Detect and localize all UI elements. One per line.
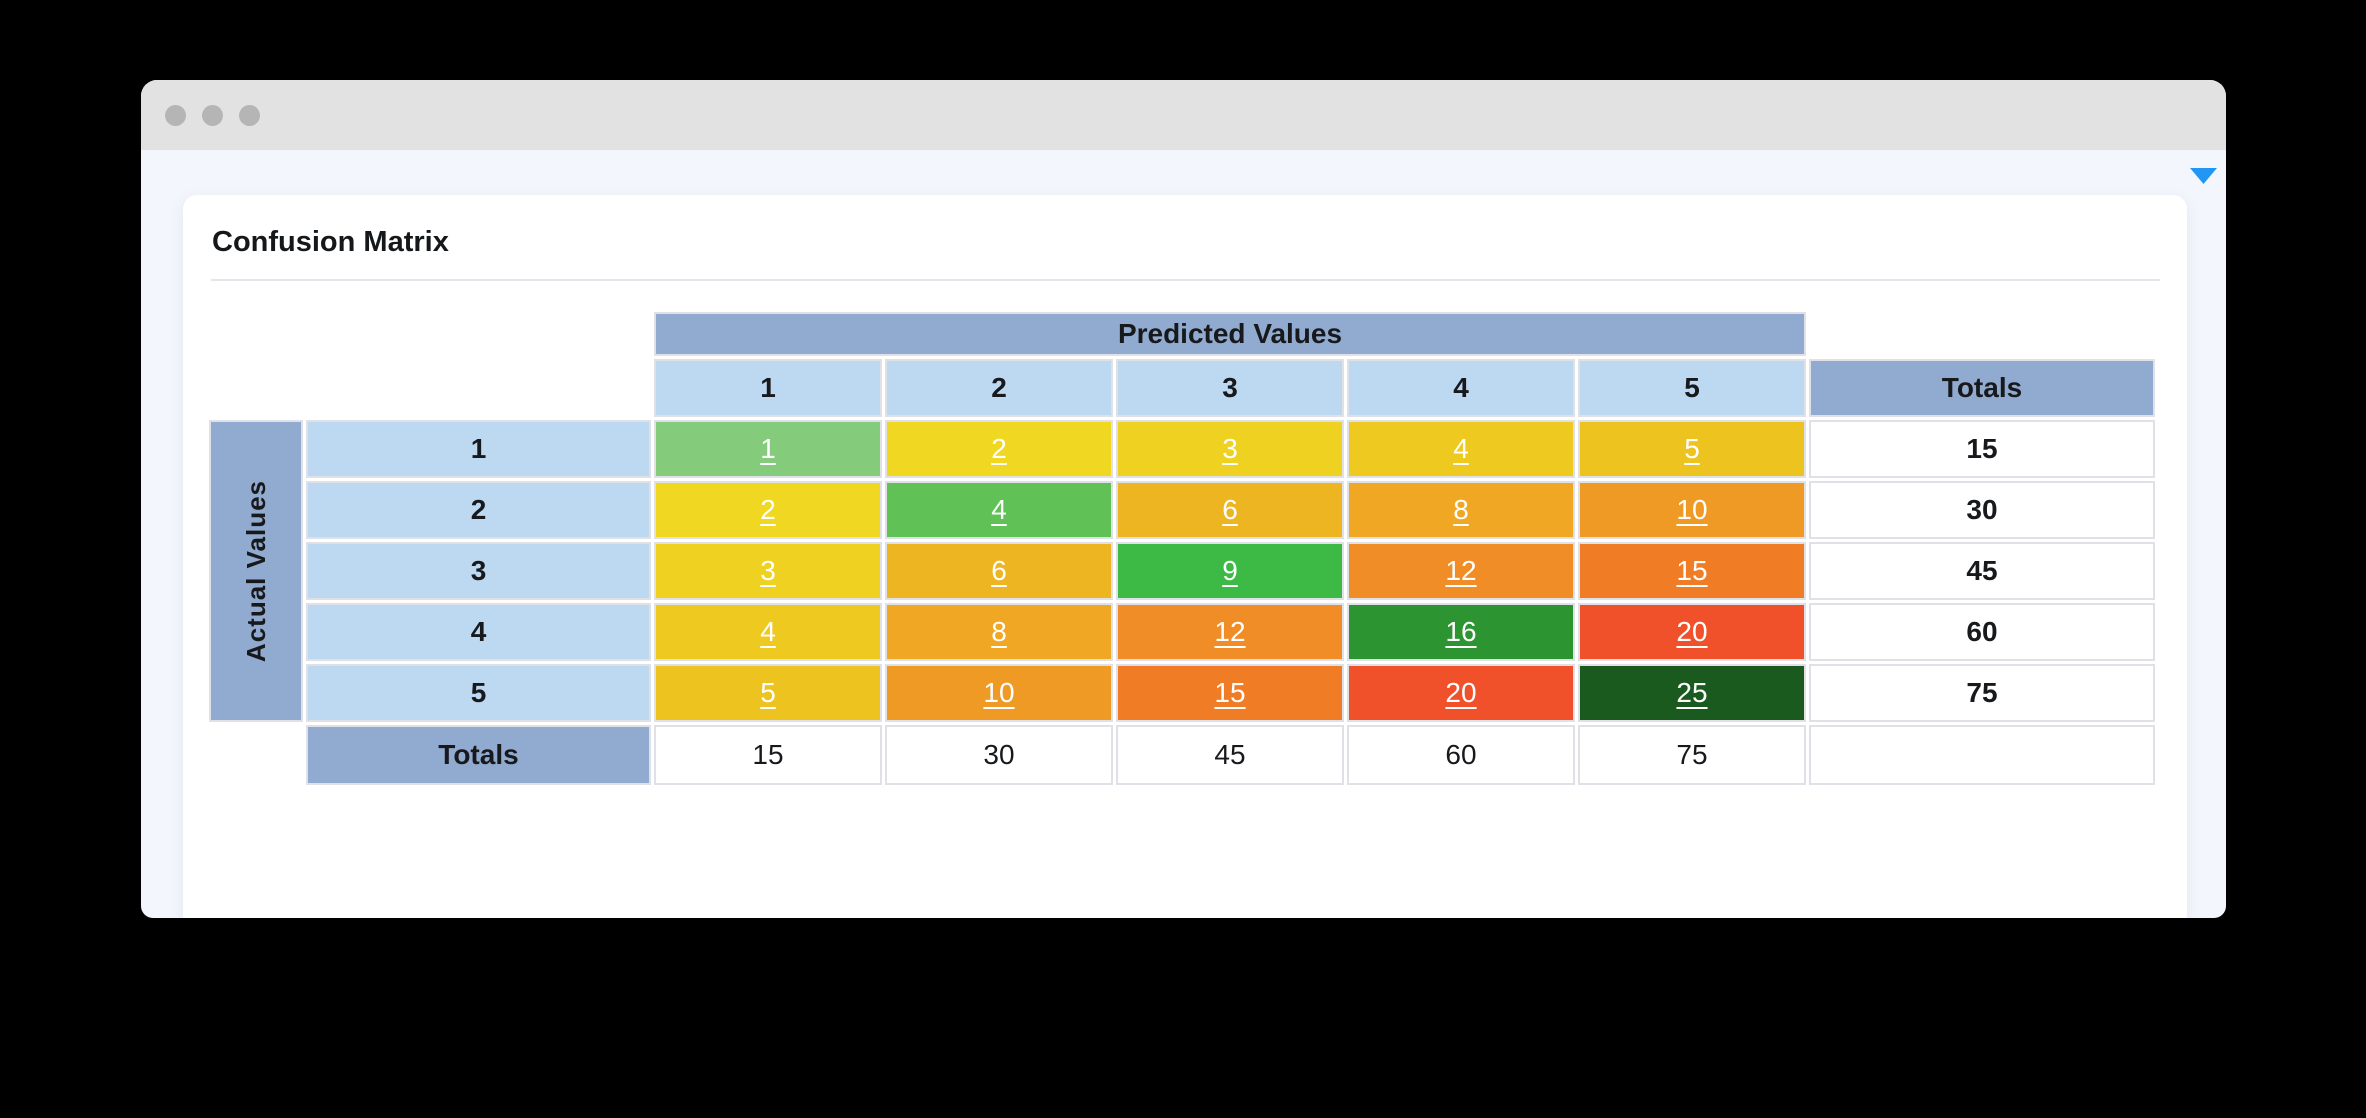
actual-values-axis-cell: Actual Values (209, 420, 303, 722)
matrix-cell-5-4: 20 (1347, 664, 1575, 722)
matrix-row-3: 3 3 6 9 12 15 45 (209, 542, 2155, 600)
row-total-4: 60 (1809, 603, 2155, 661)
window-control-dot[interactable] (202, 104, 223, 126)
matrix-cell-5-2: 10 (885, 664, 1113, 722)
cell-value-link[interactable]: 6 (991, 555, 1007, 586)
predicted-col-header-4: 4 (1347, 359, 1575, 417)
predicted-col-header-5: 5 (1578, 359, 1806, 417)
predicted-col-header-2: 2 (885, 359, 1113, 417)
cell-value-link[interactable]: 20 (1445, 677, 1477, 708)
row-total-3: 45 (1809, 542, 2155, 600)
cell-value-link[interactable]: 2 (760, 494, 776, 525)
actual-row-header-4: 4 (306, 603, 651, 661)
matrix-cell-2-4: 8 (1347, 481, 1575, 539)
window-control-dot[interactable] (165, 104, 186, 126)
cell-value-link[interactable]: 10 (983, 677, 1015, 708)
spacer-cell (1809, 312, 2155, 356)
column-total-3: 45 (1116, 725, 1344, 785)
actual-row-header-3: 3 (306, 542, 651, 600)
cell-value-link[interactable]: 10 (1676, 494, 1708, 525)
matrix-cell-5-1: 5 (654, 664, 882, 722)
cell-value-link[interactable]: 1 (760, 433, 776, 464)
matrix-cell-2-3: 6 (1116, 481, 1344, 539)
window-titlebar (141, 80, 2226, 150)
confusion-matrix-card: Confusion Matrix Predicted Values 1 2 (183, 195, 2187, 918)
matrix-cell-1-2: 2 (885, 420, 1113, 478)
grand-total-cell (1809, 725, 2155, 785)
matrix-row-1: Actual Values 1 1 2 3 4 5 15 (209, 420, 2155, 722)
spacer-cell (209, 312, 651, 356)
cell-value-link[interactable]: 16 (1445, 616, 1477, 647)
column-totals-row-header: Totals (306, 725, 651, 785)
cell-value-link[interactable]: 3 (1222, 433, 1238, 464)
matrix-row-4: 4 4 8 12 16 20 60 (209, 603, 2155, 661)
cell-value-link[interactable]: 8 (991, 616, 1007, 647)
predicted-axis-row: Predicted Values (209, 312, 2155, 356)
actual-values-axis-label: Actual Values (240, 479, 271, 663)
column-totals-row: Totals 15 30 45 60 75 (209, 725, 2155, 785)
matrix-cell-1-3: 3 (1116, 420, 1344, 478)
dropdown-arrow-icon[interactable] (2190, 168, 2217, 184)
predicted-col-header-1: 1 (654, 359, 882, 417)
matrix-cell-1-4: 4 (1347, 420, 1575, 478)
cell-value-link[interactable]: 4 (1453, 433, 1469, 464)
cell-value-link[interactable]: 9 (1222, 555, 1238, 586)
matrix-cell-3-4: 12 (1347, 542, 1575, 600)
matrix-cell-3-5: 15 (1578, 542, 1806, 600)
spacer-cell (209, 359, 651, 417)
cell-value-link[interactable]: 15 (1214, 677, 1246, 708)
matrix-row-2: 2 2 4 6 8 10 30 (209, 481, 2155, 539)
cell-value-link[interactable]: 8 (1453, 494, 1469, 525)
matrix-cell-2-5: 10 (1578, 481, 1806, 539)
cell-value-link[interactable]: 3 (760, 555, 776, 586)
matrix-row-5: 5 5 10 15 20 25 75 (209, 664, 2155, 722)
matrix-cell-4-1: 4 (654, 603, 882, 661)
cell-value-link[interactable]: 20 (1676, 616, 1708, 647)
actual-row-header-2: 2 (306, 481, 651, 539)
predicted-headers-row: 1 2 3 4 5 Totals (209, 359, 2155, 417)
cell-value-link[interactable]: 4 (760, 616, 776, 647)
cell-value-link[interactable]: 5 (760, 677, 776, 708)
cell-value-link[interactable]: 5 (1684, 433, 1700, 464)
matrix-cell-3-2: 6 (885, 542, 1113, 600)
cell-value-link[interactable]: 12 (1445, 555, 1477, 586)
cell-value-link[interactable]: 6 (1222, 494, 1238, 525)
predicted-col-header-3: 3 (1116, 359, 1344, 417)
matrix-cell-2-1: 2 (654, 481, 882, 539)
matrix-cell-1-5: 5 (1578, 420, 1806, 478)
actual-row-header-1: 1 (306, 420, 651, 478)
column-total-1: 15 (654, 725, 882, 785)
app-window: Confusion Matrix Predicted Values 1 2 (141, 80, 2226, 918)
cell-value-link[interactable]: 15 (1676, 555, 1708, 586)
matrix-cell-2-2: 4 (885, 481, 1113, 539)
page-title: Confusion Matrix (212, 226, 449, 258)
column-total-4: 60 (1347, 725, 1575, 785)
cell-value-link[interactable]: 12 (1214, 616, 1246, 647)
predicted-values-header: Predicted Values (654, 312, 1806, 356)
title-divider (211, 279, 2160, 281)
row-total-2: 30 (1809, 481, 2155, 539)
column-total-2: 30 (885, 725, 1113, 785)
window-control-dot[interactable] (239, 104, 260, 126)
confusion-matrix-table: Predicted Values 1 2 3 4 5 Totals Actual… (206, 309, 2158, 788)
row-total-5: 75 (1809, 664, 2155, 722)
matrix-cell-5-3: 15 (1116, 664, 1344, 722)
actual-row-header-5: 5 (306, 664, 651, 722)
matrix-cell-3-3: 9 (1116, 542, 1344, 600)
matrix-cell-4-2: 8 (885, 603, 1113, 661)
cell-value-link[interactable]: 2 (991, 433, 1007, 464)
row-totals-column-header: Totals (1809, 359, 2155, 417)
matrix-cell-4-4: 16 (1347, 603, 1575, 661)
matrix-cell-5-5: 25 (1578, 664, 1806, 722)
matrix-cell-1-1: 1 (654, 420, 882, 478)
matrix-cell-3-1: 3 (654, 542, 882, 600)
matrix-cell-4-3: 12 (1116, 603, 1344, 661)
spacer-cell (209, 725, 303, 785)
cell-value-link[interactable]: 4 (991, 494, 1007, 525)
matrix-cell-4-5: 20 (1578, 603, 1806, 661)
row-total-1: 15 (1809, 420, 2155, 478)
cell-value-link[interactable]: 25 (1676, 677, 1708, 708)
column-total-5: 75 (1578, 725, 1806, 785)
